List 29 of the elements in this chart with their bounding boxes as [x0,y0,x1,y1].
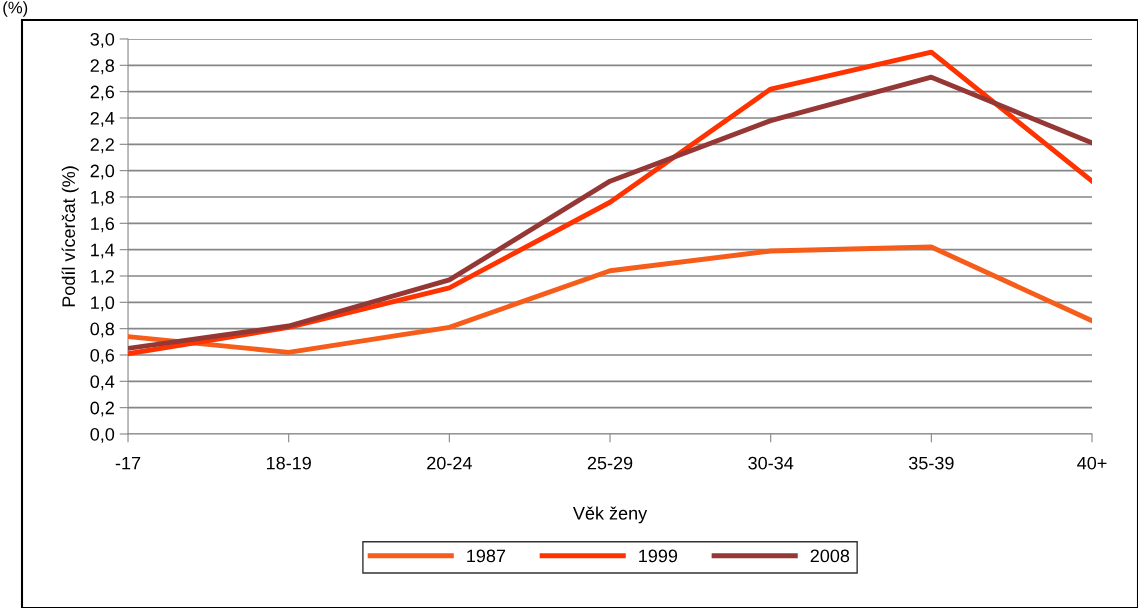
y-tick-label: 3,0 [90,32,115,48]
y-tick-label: 0,6 [90,348,115,364]
y-axis-title: Podíl vícerčat (%) [61,166,79,307]
y-tick-label: 2,2 [90,138,114,154]
y-tick-label: 1,0 [91,296,115,312]
y-tick-label: 2,4 [90,111,115,127]
legend-label: 1999 [639,549,678,563]
x-tick-label: 18-19 [266,456,311,470]
legend-label: 2008 [810,549,850,563]
y-tick-label: 1,6 [91,217,115,233]
x-tick-label: 30-34 [748,456,794,470]
y-tick-label: 0,4 [90,375,115,391]
y-tick-label: 0,0 [90,427,115,443]
legend-label: 1987 [467,549,506,563]
y-tick-label: 0,2 [90,401,114,417]
y-tick-label: 1,8 [91,190,115,206]
y-tick-label: 0,8 [90,322,115,338]
y-tick-label: 2,8 [90,59,115,75]
y-tick-label: 1,4 [91,243,115,259]
x-tick-label: 40+ [1077,456,1107,470]
x-axis-title: Věk ženy [572,506,648,524]
y-tick-label: 2,6 [90,85,115,101]
text: (%) [3,1,28,17]
y-tick-label: 2,0 [90,164,115,180]
x-tick-label: 35-39 [908,456,954,470]
x-tick-label: 20-24 [427,456,472,470]
x-tick-label: 25-29 [587,456,633,470]
x-tick-label: -17 [115,456,141,470]
y-tick-label: 1,2 [91,269,114,285]
